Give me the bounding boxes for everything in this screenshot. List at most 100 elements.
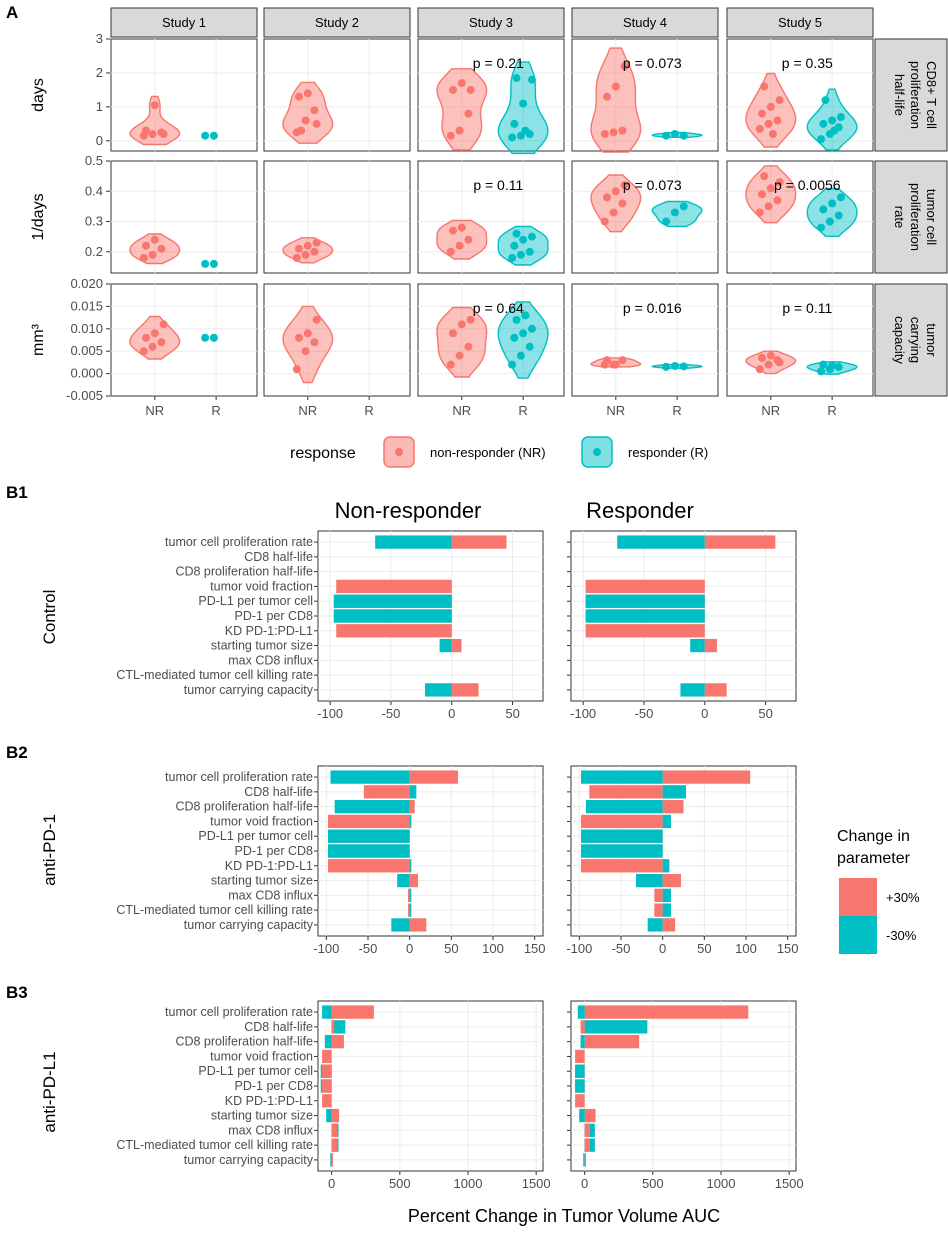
nr-violin	[436, 306, 488, 378]
r-point	[834, 362, 843, 371]
plus-bar	[322, 1094, 332, 1108]
param-label: PD-L1 per tumor cell	[198, 829, 313, 843]
nr-point	[755, 365, 764, 374]
plus-bar	[336, 624, 452, 638]
x-tick-label: R	[672, 403, 681, 418]
nr-point	[618, 199, 627, 208]
nr-point	[457, 79, 466, 88]
nr-violin	[590, 174, 642, 233]
panel-a-plots: 3 2 1 0 p = 0.21 p = 0.073 p = 0.35 0.5 0.4 0.3 0.…	[66, 31, 874, 418]
nr-violin	[590, 47, 642, 153]
nr-point	[303, 89, 312, 98]
y-tick-label: 0.015	[70, 298, 103, 313]
minus-bar	[409, 903, 412, 917]
panel-b-legend: Change in parameter +30% -30%	[837, 828, 920, 954]
param-label: starting tumor size	[211, 1109, 313, 1123]
nr-point	[464, 235, 473, 244]
r-point	[209, 333, 218, 342]
nr-point	[301, 250, 310, 259]
plus-bar	[654, 888, 663, 902]
minus-bar	[581, 829, 663, 843]
x-tick-label: 0	[701, 706, 708, 721]
nr-point	[618, 126, 627, 135]
r-point	[830, 126, 839, 135]
legend-b-minus-label: -30%	[886, 928, 917, 943]
p-value: p = 0.11	[782, 300, 832, 316]
r-point	[679, 202, 688, 211]
legend-a-title: response	[290, 445, 356, 462]
nr-point	[611, 187, 620, 196]
y-tick-label: 0.2	[85, 244, 103, 259]
panel-a-row-strips: CD8+ T cell proliferation half-life tumo…	[874, 38, 948, 397]
facet-panel	[571, 283, 719, 397]
minus-bar	[409, 785, 417, 799]
nr-point	[449, 85, 457, 94]
nr-point	[769, 130, 777, 139]
p-value: p = 0.21	[473, 55, 524, 71]
r-point	[519, 329, 528, 338]
nr-point	[600, 217, 609, 226]
param-label: CD8 proliferation half-life	[175, 1035, 313, 1049]
nr-point	[466, 315, 475, 324]
minus-bar	[397, 873, 410, 888]
param-label: PD-1 per CD8	[235, 844, 314, 858]
nr-point	[620, 62, 629, 71]
study-strip-1: Study 1	[162, 15, 206, 30]
param-label: tumor carrying capacity	[184, 1153, 314, 1167]
panel-b1-label: B1	[6, 483, 28, 502]
param-label: CD8 proliferation half-life	[175, 565, 313, 579]
minus-bar	[584, 1020, 648, 1034]
nr-point	[301, 347, 310, 356]
p-value: p = 0.11	[473, 177, 523, 193]
x-tick-label: -50	[612, 941, 631, 956]
y-tick-label: 0.010	[70, 321, 103, 336]
facet-r2-c4: p = 0.11	[726, 283, 874, 397]
r-point	[512, 315, 521, 324]
nr-point	[464, 109, 473, 118]
r-point	[525, 247, 534, 256]
x-tick-label: R	[364, 403, 373, 418]
r-point	[662, 217, 671, 226]
minus-bar	[375, 535, 452, 549]
r-point	[510, 333, 519, 342]
row-strip-0-line-0: CD8+ T cell	[924, 61, 939, 129]
x-tick-label: 1000	[454, 1176, 483, 1191]
facet-panel	[726, 160, 874, 274]
minus-bar	[636, 873, 663, 888]
nr-point	[148, 250, 157, 259]
nr-point	[446, 131, 455, 140]
x-tick-label: 0	[659, 941, 666, 956]
plus-bar	[584, 1035, 640, 1049]
plus-bar	[584, 1108, 596, 1123]
plus-bar	[654, 903, 663, 917]
r-point	[662, 131, 671, 140]
nr-point	[755, 208, 764, 217]
r-point	[521, 126, 530, 135]
col-title-nonresponder: Non-responder	[335, 498, 482, 523]
nr-point	[766, 184, 775, 193]
nr-point	[611, 82, 620, 91]
r-point	[836, 113, 845, 122]
nr-point	[455, 351, 464, 360]
p-value: p = 0.64	[473, 300, 524, 316]
facet-r1-c1	[263, 160, 411, 274]
facet-r2-c3: p = 0.016	[571, 283, 719, 397]
y-tick-label: 0.4	[85, 183, 103, 198]
nr-point	[142, 126, 150, 135]
param-label: PD-1 per CD8	[235, 609, 314, 623]
nr-point	[150, 235, 159, 244]
nr-point	[755, 124, 764, 133]
param-label: CD8 half-life	[244, 785, 313, 799]
x-tick-label: 1500	[775, 1176, 804, 1191]
param-label: starting tumor size	[211, 639, 313, 653]
nr-point	[775, 178, 784, 187]
plus-bar	[662, 873, 681, 888]
plus-bar	[589, 785, 663, 799]
r-point	[512, 229, 521, 238]
row-strip-2-line-0: tumor	[924, 323, 939, 357]
plus-bar	[331, 1138, 338, 1152]
plus-bar	[662, 918, 676, 932]
x-tick-label: NR	[606, 403, 625, 418]
x-tick-label: NR	[298, 403, 317, 418]
nr-point	[446, 360, 455, 369]
